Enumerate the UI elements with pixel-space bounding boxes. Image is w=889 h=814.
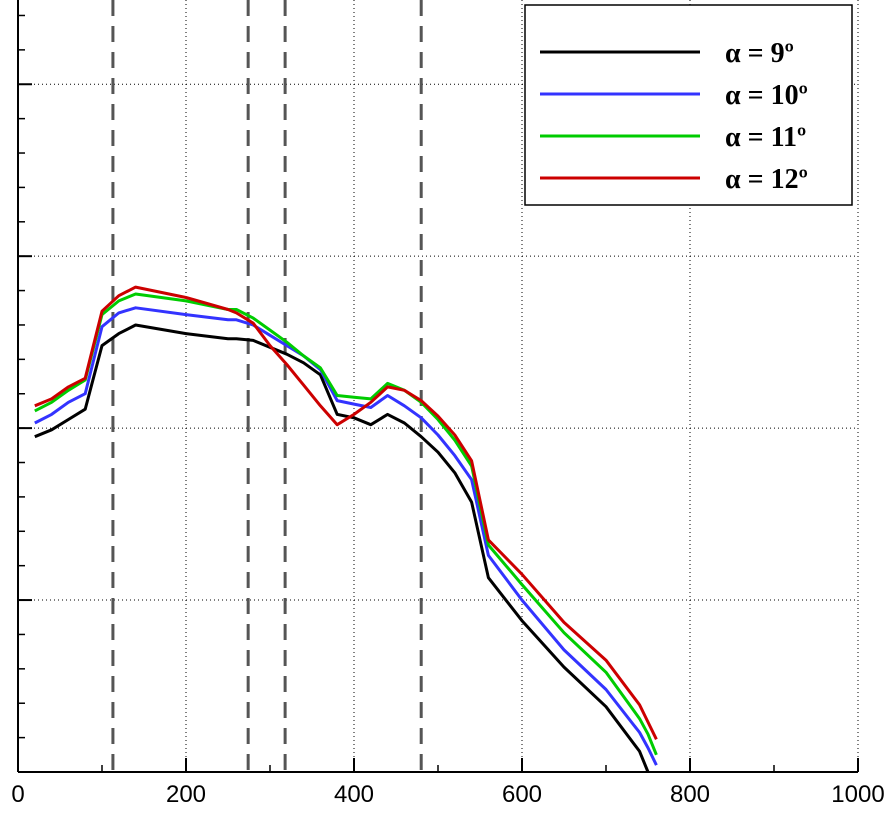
legend-label: α = 10º — [725, 80, 808, 111]
legend-label: α = 11º — [725, 122, 806, 153]
x-tick-label: 600 — [502, 781, 542, 808]
series-line — [34, 306, 658, 766]
legend-label: α = 9º — [725, 38, 794, 69]
x-tick-label: 400 — [334, 781, 374, 808]
series-line — [34, 292, 658, 756]
legend-label: α = 12º — [725, 164, 808, 195]
series-line — [34, 285, 658, 740]
x-tick-label: 200 — [166, 781, 206, 808]
legend-box — [524, 4, 853, 206]
series-line — [34, 323, 650, 773]
x-tick-label: 1000 — [831, 781, 884, 808]
x-tick-label: 800 — [670, 781, 710, 808]
x-tick-label: 0 — [11, 781, 24, 808]
